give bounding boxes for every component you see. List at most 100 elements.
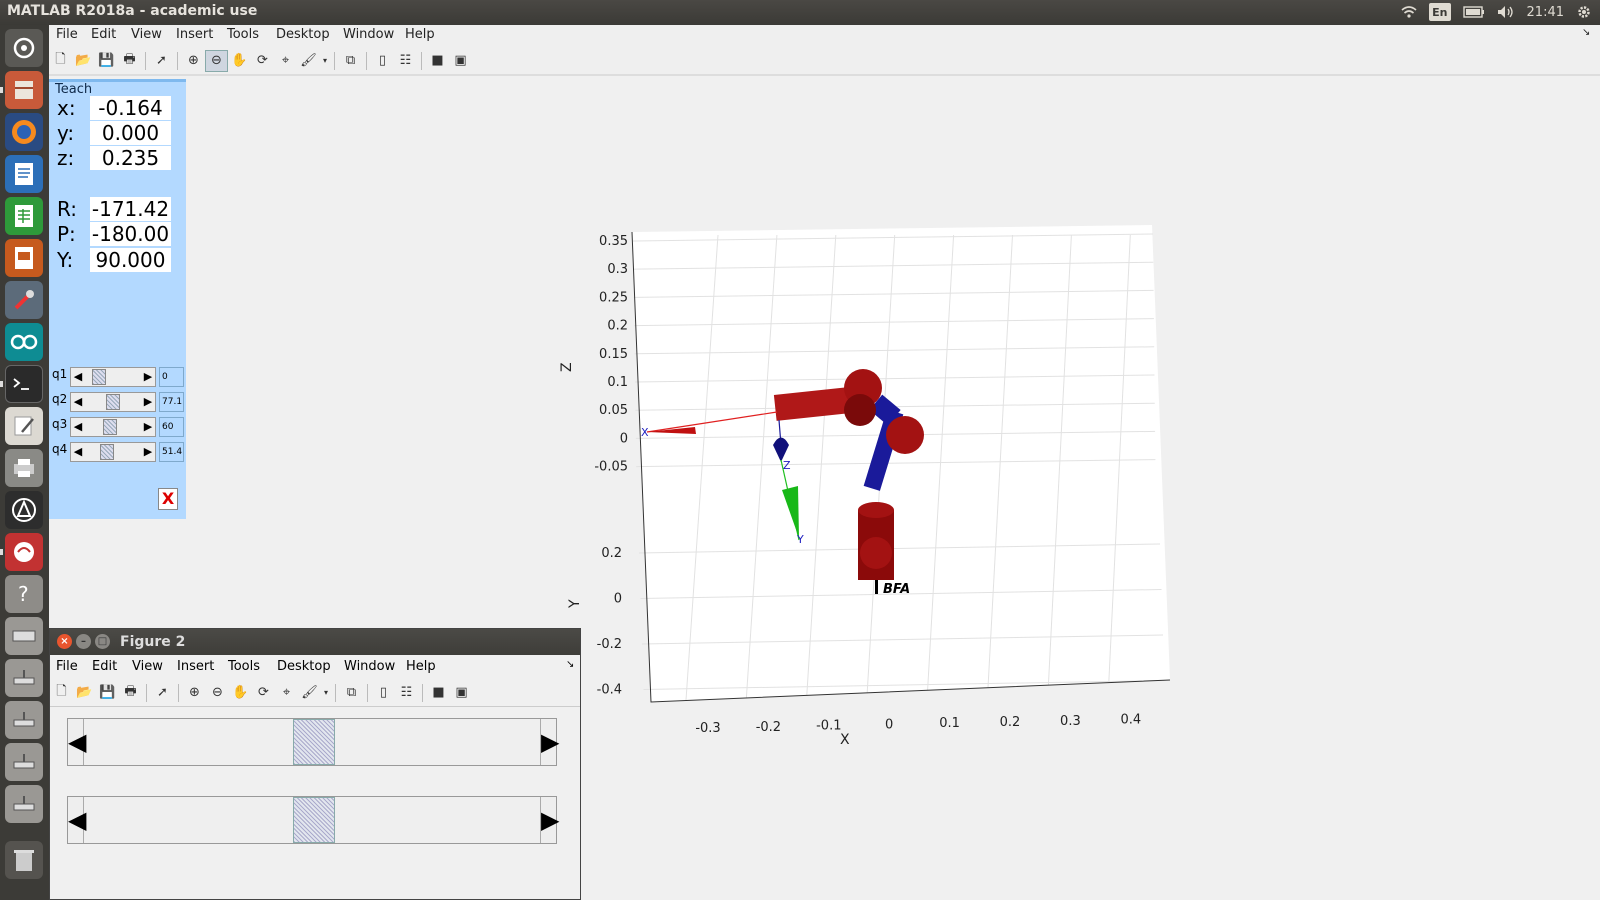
slider-thumb[interactable] <box>100 444 115 460</box>
trash-icon[interactable] <box>5 841 43 879</box>
keyboard-layout-indicator[interactable]: En <box>1429 3 1451 21</box>
print-icon[interactable]: 🖶 <box>124 683 137 699</box>
arrow-left-icon[interactable]: ◀ <box>73 370 83 383</box>
hide-plot-tools-icon[interactable]: ■ <box>431 53 444 68</box>
clock[interactable]: 21:41 <box>1526 4 1564 20</box>
terminal-icon[interactable] <box>5 365 43 403</box>
menu-window[interactable]: Window <box>344 659 396 674</box>
slider-thumb[interactable] <box>293 719 335 765</box>
menu-view[interactable]: View <box>131 27 162 42</box>
new-figure-icon[interactable]: 🗋 <box>55 51 66 67</box>
arduino-icon[interactable] <box>5 323 43 361</box>
files-icon[interactable] <box>5 71 43 109</box>
battery-icon[interactable] <box>1462 3 1485 21</box>
link-plot-icon[interactable]: ⧉ <box>345 53 356 68</box>
menu-file[interactable]: File <box>56 659 78 674</box>
print-icon[interactable]: 🖶 <box>123 51 136 67</box>
menu-view[interactable]: View <box>132 659 163 674</box>
menu-edit[interactable]: Edit <box>92 659 118 674</box>
joint-q1-slider[interactable]: ◀ ▶ <box>70 367 156 387</box>
arrow-right-icon[interactable]: ▶ <box>143 395 153 408</box>
joint-q4-value[interactable]: 51.4 <box>159 442 184 462</box>
zoom-in-icon[interactable]: ⊕ <box>189 685 200 700</box>
zoom-out-icon[interactable]: ⊖ <box>205 49 228 72</box>
usb-icon-4[interactable] <box>5 785 43 823</box>
pointer-icon[interactable]: ➚ <box>157 685 168 700</box>
brush-dropdown-icon[interactable]: ▾ <box>322 56 327 65</box>
menu-help[interactable]: Help <box>405 27 435 42</box>
arrow-right-icon[interactable]: ▶ <box>540 797 559 843</box>
save-icon[interactable]: 💾 <box>99 685 116 700</box>
colorbar-icon[interactable]: ▯ <box>378 53 387 68</box>
wifi-icon[interactable] <box>1401 3 1417 21</box>
link-plot-icon[interactable]: ⧉ <box>346 685 357 700</box>
arrow-left-icon[interactable]: ◀ <box>73 395 83 408</box>
open-icon[interactable]: 📂 <box>76 685 93 700</box>
dash-icon[interactable] <box>5 29 43 67</box>
legend-icon[interactable]: ☷ <box>400 685 413 700</box>
calc-icon[interactable] <box>5 197 43 235</box>
menu-insert[interactable]: Insert <box>176 27 214 42</box>
drive-icon[interactable] <box>5 617 43 655</box>
brush-dropdown-icon[interactable]: ▾ <box>323 688 328 697</box>
rotate-3d-icon[interactable]: ⟳ <box>258 685 269 700</box>
printer-icon[interactable] <box>5 449 43 487</box>
data-cursor-icon[interactable]: ⌖ <box>281 53 290 68</box>
arrow-right-icon[interactable]: ▶ <box>143 370 153 383</box>
teach-close-button[interactable]: X <box>158 488 178 510</box>
pan-icon[interactable]: ✋ <box>231 53 248 68</box>
gear-icon[interactable] <box>1576 3 1592 21</box>
slider-thumb[interactable] <box>106 394 121 410</box>
maximize-icon[interactable]: □ <box>95 634 110 649</box>
slider-thumb[interactable] <box>103 419 118 435</box>
joint-q1-value[interactable]: 0 <box>159 367 184 387</box>
arrow-left-icon[interactable]: ◀ <box>73 445 83 458</box>
slider-thumb[interactable] <box>293 797 335 843</box>
menu-edit[interactable]: Edit <box>91 27 117 42</box>
undock-icon[interactable]: ↘ <box>566 659 575 670</box>
hide-plot-tools-icon[interactable]: ■ <box>432 685 445 700</box>
joint-q3-value[interactable]: 60 <box>159 417 184 437</box>
arrow-right-icon[interactable]: ▶ <box>143 445 153 458</box>
figure-2-slider-1[interactable]: ◀ ▶ <box>67 718 559 766</box>
menu-desktop[interactable]: Desktop <box>276 27 330 42</box>
open-icon[interactable]: 📂 <box>75 53 92 68</box>
pan-icon[interactable]: ✋ <box>232 685 249 700</box>
impress-icon[interactable] <box>5 239 43 277</box>
arrow-right-icon[interactable]: ▶ <box>143 420 153 433</box>
tools-icon[interactable] <box>5 281 43 319</box>
arrow-left-icon[interactable]: ◀ <box>73 420 83 433</box>
figure-2-slider-2[interactable]: ◀ ▶ <box>67 796 559 844</box>
menu-insert[interactable]: Insert <box>177 659 215 674</box>
brush-icon[interactable]: 🖌 <box>300 53 317 68</box>
pointer-icon[interactable]: ➚ <box>156 53 167 68</box>
menu-window[interactable]: Window <box>343 27 395 42</box>
figure-2-titlebar[interactable]: × – □ Figure 2 <box>50 629 580 655</box>
joint-q3-slider[interactable]: ◀ ▶ <box>70 417 156 437</box>
close-icon[interactable]: × <box>57 634 72 649</box>
zoom-in-icon[interactable]: ⊕ <box>188 53 199 68</box>
menu-tools[interactable]: Tools <box>227 27 260 42</box>
usb-icon-2[interactable] <box>5 701 43 739</box>
volume-icon[interactable] <box>1497 3 1515 21</box>
rotate-3d-icon[interactable]: ⟳ <box>257 53 268 68</box>
menu-desktop[interactable]: Desktop <box>277 659 331 674</box>
save-icon[interactable]: 💾 <box>98 53 115 68</box>
joint-q2-value[interactable]: 77.1 <box>159 392 184 412</box>
minimize-icon[interactable]: – <box>76 634 91 649</box>
arrow-left-icon[interactable]: ◀ <box>68 719 86 765</box>
software-updater-icon[interactable] <box>5 491 43 529</box>
eclipse-icon[interactable] <box>5 533 43 571</box>
arrow-right-icon[interactable]: ▶ <box>540 719 559 765</box>
writer-icon[interactable] <box>5 155 43 193</box>
legend-icon[interactable]: ☷ <box>399 53 412 68</box>
undock-icon[interactable]: ↘ <box>1582 27 1591 38</box>
usb-icon-1[interactable] <box>5 659 43 697</box>
new-figure-icon[interactable]: 🗋 <box>56 683 67 699</box>
text-editor-icon[interactable] <box>5 407 43 445</box>
show-plot-tools-icon[interactable]: ▣ <box>455 685 468 700</box>
robot-3d-axes[interactable]: 0.35 0.3 0.25 0.2 0.15 0.1 0.05 0 -0.05 0.2 0 -0.2 -… <box>555 220 1195 750</box>
joint-q4-slider[interactable]: ◀ ▶ <box>70 442 156 462</box>
usb-icon-3[interactable] <box>5 743 43 781</box>
colorbar-icon[interactable]: ▯ <box>379 685 388 700</box>
